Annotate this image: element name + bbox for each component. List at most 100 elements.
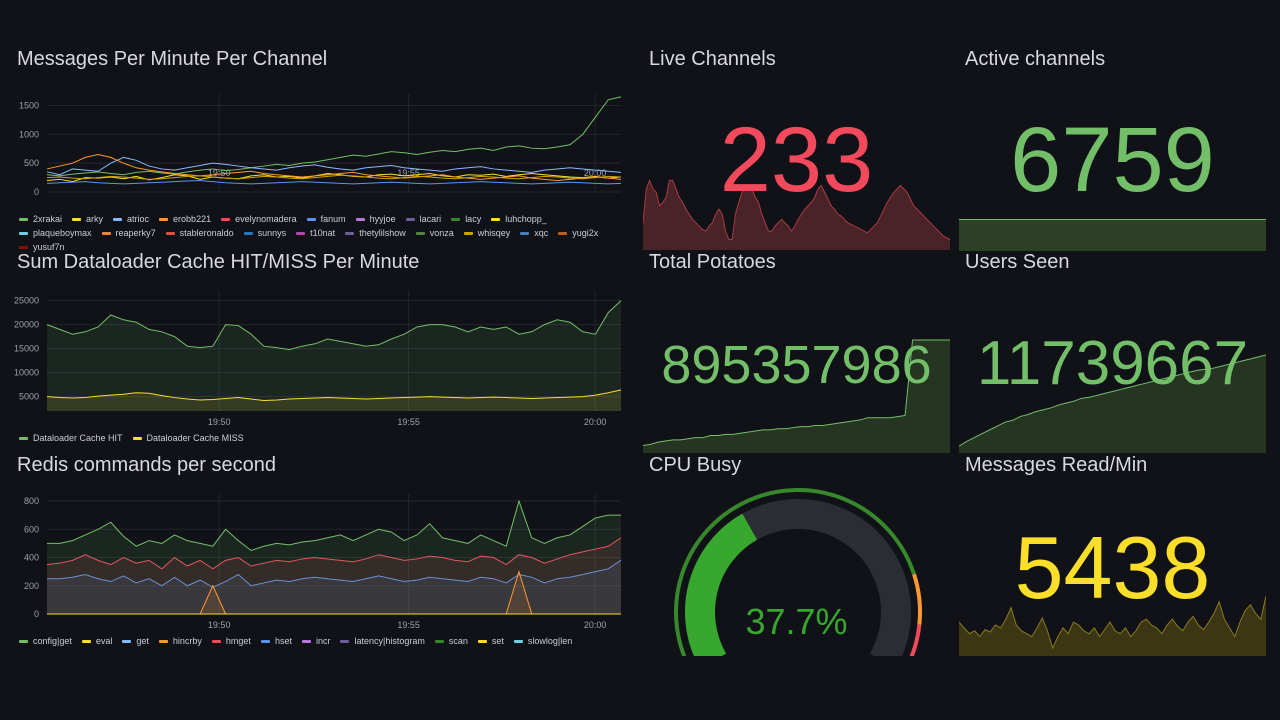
users-seen-value: 11739667 — [976, 329, 1249, 398]
legend-item-incr[interactable]: incr — [301, 636, 331, 646]
msgread-spark-area — [959, 596, 1266, 656]
panel-title[interactable]: Sum Dataloader Cache HIT/MISS Per Minute — [17, 251, 420, 273]
panel-title[interactable]: Total Potatoes — [649, 251, 776, 273]
legend-swatch — [122, 639, 132, 643]
live-spark-line — [643, 179, 950, 241]
legend-item-luhchopp-[interactable]: luhchopp_ — [491, 214, 547, 224]
legend-label: thetylilshow — [359, 228, 406, 238]
x-tick-label: 20:00 — [584, 168, 607, 178]
y-tick-label: 20000 — [14, 320, 39, 330]
y-tick-label: 600 — [24, 524, 39, 534]
legend-item-whisqey[interactable]: whisqey — [463, 228, 511, 238]
series-line-hset[interactable] — [47, 559, 622, 588]
legend-item-thetylilshow[interactable]: thetylilshow — [345, 228, 406, 238]
x-tick-label: 20:00 — [584, 417, 607, 427]
series-area-hset — [47, 560, 621, 614]
legend-item-fanum[interactable]: fanum — [306, 214, 346, 224]
panel-title[interactable]: Messages Per Minute Per Channel — [17, 48, 328, 70]
legend-label: whisqey — [477, 228, 511, 238]
series-line-config|get[interactable] — [47, 499, 621, 552]
legend-label: atrioc — [127, 214, 150, 224]
series-line-erobb221[interactable] — [46, 154, 622, 181]
legend-item-xqc[interactable]: xqc — [520, 228, 548, 238]
legend-item-set[interactable]: set — [477, 636, 504, 646]
messages-read-value: 5438 — [1014, 518, 1211, 617]
legend-item-lacari[interactable]: lacari — [405, 214, 441, 224]
legend-item-config-get[interactable]: config|get — [19, 636, 72, 646]
legend-label: hmget — [225, 636, 251, 646]
panel-title[interactable]: Live Channels — [649, 48, 776, 70]
legend-item-vonza[interactable]: vonza — [415, 228, 454, 238]
panel-title[interactable]: CPU Busy — [649, 454, 742, 476]
legend-item-evelynomadera[interactable]: evelynomadera — [221, 214, 297, 224]
legend-item-scan[interactable]: scan — [434, 636, 468, 646]
legend-item-yusuf7n[interactable]: yusuf7n — [19, 242, 65, 252]
legend-label: yugi2x — [572, 228, 599, 238]
legend-label: Dataloader Cache HIT — [33, 433, 123, 443]
total-potatoes-value: 895357986 — [661, 335, 932, 395]
x-tick-label: 20:00 — [584, 620, 607, 630]
legend-swatch — [221, 217, 231, 221]
legend-swatch — [415, 231, 425, 235]
messages-legend: 2xrakai arky atrioc erobb221 evelynomadera fa… — [19, 214, 629, 252]
legend-item-hyyjoe[interactable]: hyyjoe — [355, 214, 396, 224]
legend-swatch — [19, 231, 28, 235]
dataloader-chart[interactable]: 5000 10000 15000 20000 25000 19:50 19:55 20:00 — [11, 285, 631, 435]
legend-item-stableronaldo[interactable]: stableronaldo — [165, 228, 234, 238]
redis-chart[interactable]: 0 200 400 600 800 19:50 19:55 20:00 — [11, 488, 631, 638]
series-line-atrioc[interactable] — [46, 156, 622, 176]
legend-item-latency-histogram[interactable]: latency|histogram — [340, 636, 425, 646]
panel-messages-read: Messages Read/Min 5438 — [959, 454, 1266, 656]
legend-swatch — [405, 217, 415, 221]
legend-label: stableronaldo — [179, 228, 234, 238]
legend-item-slowlog-len[interactable]: slowlog|len — [513, 636, 572, 646]
x-tick-label: 19:55 — [397, 168, 420, 178]
messages-chart[interactable]: 0 500 1000 1500 19:50 19:55 20:00 — [11, 88, 631, 238]
legend-item-plaqueboymax[interactable]: plaqueboymax — [19, 228, 92, 238]
series-line-hmget[interactable] — [46, 537, 622, 570]
panel-title[interactable]: Redis commands per second — [17, 454, 277, 476]
legend-item-yugi2x[interactable]: yugi2x — [558, 228, 598, 238]
legend-label: hyyjoe — [369, 214, 396, 224]
panel-title[interactable]: Active channels — [965, 48, 1106, 70]
legend-item-hmget[interactable]: hmget — [211, 636, 251, 646]
series-line-Dataloader Cache HIT[interactable] — [46, 300, 622, 351]
legend-item-sunnys[interactable]: sunnys — [243, 228, 286, 238]
legend-item-dataloader-cache-hit[interactable]: Dataloader Cache HIT — [19, 433, 123, 443]
legend-swatch — [165, 231, 175, 235]
legend-item-dataloader-cache-miss[interactable]: Dataloader Cache MISS — [132, 433, 244, 443]
gauge-threshold-green — [674, 488, 916, 656]
legend-item-reaperky7[interactable]: reaperky7 — [101, 228, 156, 238]
legend-swatch — [19, 245, 28, 249]
legend-swatch — [132, 436, 142, 440]
legend-item-hset[interactable]: hset — [260, 636, 292, 646]
legend-item-t10nat[interactable]: t10nat — [296, 228, 335, 238]
y-tick-label: 500 — [24, 158, 39, 168]
panel-users-seen: Users Seen 11739667 — [959, 251, 1266, 453]
legend-swatch — [101, 231, 111, 235]
legend-item-eval[interactable]: eval — [81, 636, 112, 646]
active-channels-value: 6759 — [1010, 109, 1215, 211]
panel-title[interactable]: Messages Read/Min — [965, 454, 1148, 476]
series-line-Dataloader Cache MISS[interactable] — [46, 389, 622, 401]
potatoes-spark-line — [643, 339, 950, 446]
x-tick-label: 19:50 — [208, 168, 231, 178]
legend-label: config|get — [33, 636, 72, 646]
series-line-fanum[interactable] — [46, 179, 622, 185]
series-line-whisqey[interactable] — [46, 174, 622, 180]
legend-item-atrioc[interactable]: atrioc — [113, 214, 149, 224]
panel-cpu-busy: CPU Busy 37.7% — [643, 454, 950, 656]
legend-item-erobb221[interactable]: erobb221 — [159, 214, 211, 224]
series-line-2xrakai[interactable] — [46, 96, 622, 177]
legend-swatch — [558, 231, 568, 235]
legend-item-lacy[interactable]: lacy — [451, 214, 481, 224]
legend-item-hincrby[interactable]: hincrby — [158, 636, 202, 646]
x-tick-label: 19:50 — [208, 620, 231, 630]
panel-title[interactable]: Users Seen — [965, 251, 1070, 273]
legend-swatch — [301, 639, 311, 643]
legend-label: incr — [315, 636, 331, 646]
legend-item-arky[interactable]: arky — [72, 214, 103, 224]
legend-item-2xrakai[interactable]: 2xrakai — [19, 214, 62, 224]
legend-item-get[interactable]: get — [122, 636, 149, 646]
series-area-config|get — [47, 501, 621, 614]
